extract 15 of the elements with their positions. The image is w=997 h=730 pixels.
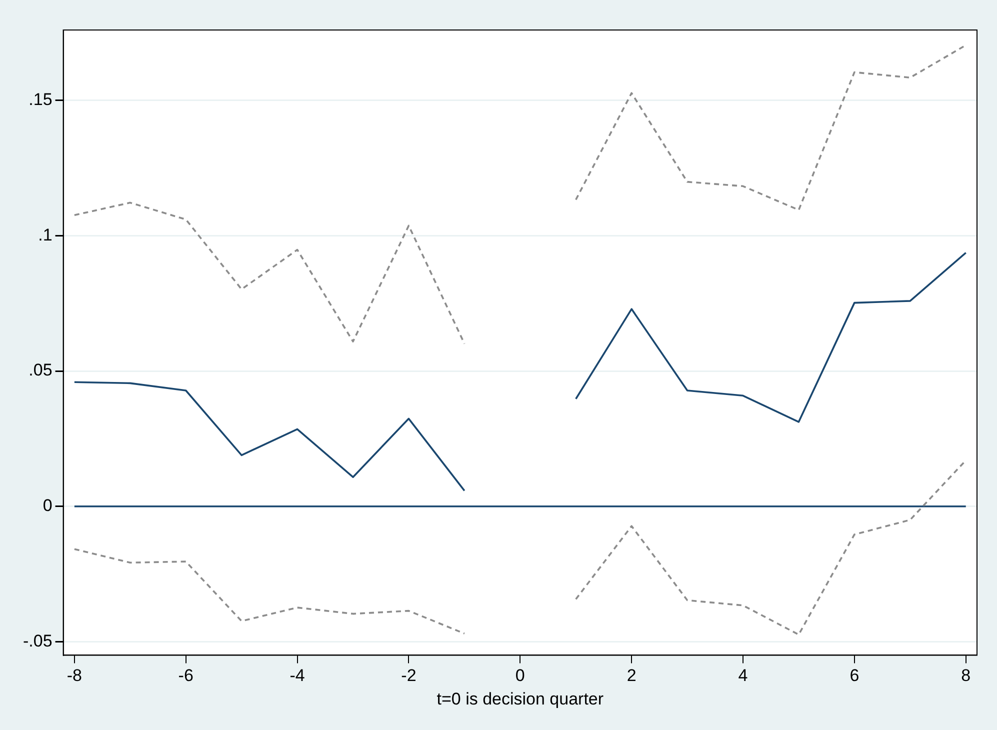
x-axis-title: t=0 is decision quarter (436, 689, 604, 708)
x-tick-label: -4 (290, 666, 305, 686)
y-tick-label: -.05 (22, 631, 52, 650)
x-tick-label: -8 (66, 666, 82, 686)
x-tick-label: 0 (515, 666, 525, 686)
y-tick-label: .1 (38, 225, 52, 244)
x-tick-label: 8 (961, 666, 971, 686)
y-tick-label: .15 (28, 90, 52, 110)
x-tick-label: -2 (401, 666, 416, 686)
y-tick-label: .05 (28, 360, 52, 380)
x-tick-label: 4 (738, 666, 748, 686)
x-tick-label: 6 (850, 666, 860, 686)
x-tick-label: 2 (626, 666, 636, 686)
x-tick-label: -6 (178, 666, 194, 686)
y-tick-label: 0 (42, 496, 52, 516)
